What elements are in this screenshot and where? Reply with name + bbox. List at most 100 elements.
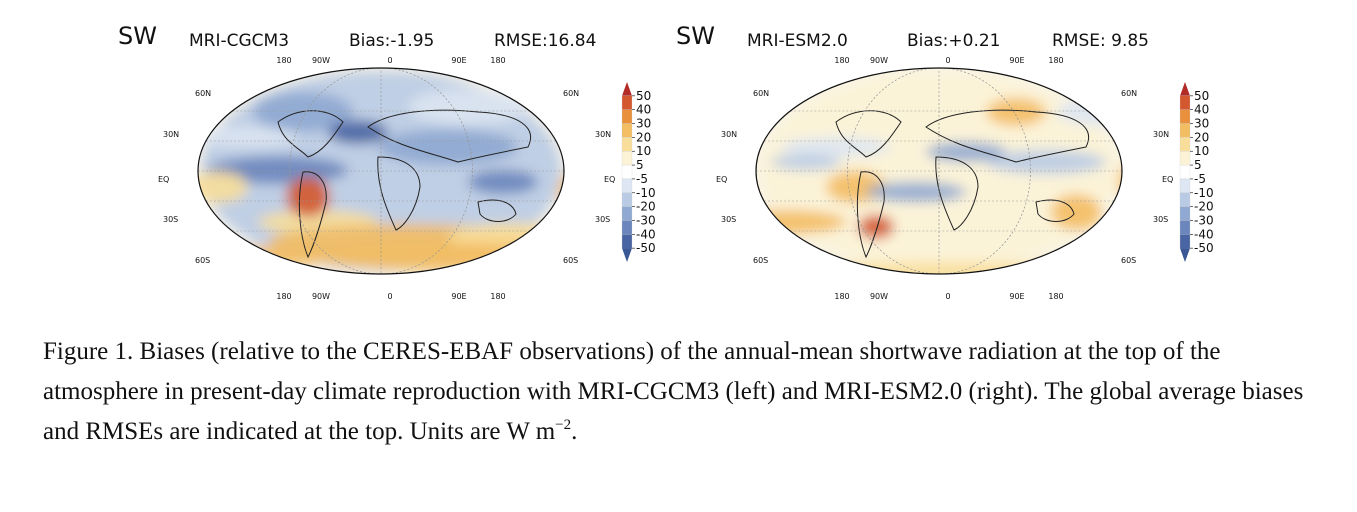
colorbar-cell: [1179, 95, 1191, 110]
coastline: [925, 109, 1089, 163]
bias-region: [1118, 162, 1122, 202]
colorbar-cell: [1179, 206, 1191, 221]
longitude-label: 180: [276, 56, 291, 65]
coastline: [367, 109, 531, 163]
latitude-label: 30S: [1153, 215, 1168, 224]
colorbar-cell: [621, 234, 633, 249]
latitude-label: 60N: [1121, 89, 1137, 98]
colorbar-label: -50: [1194, 241, 1214, 255]
rmse-value: RMSE:16.84: [494, 31, 597, 51]
colorbar-label: -30: [636, 213, 656, 227]
map-border: [197, 67, 565, 275]
colorbar-cell: [1180, 82, 1190, 96]
latitude-label: EQ: [158, 175, 169, 184]
colorbar-label: 10: [1194, 144, 1209, 158]
longitude-label: 0: [387, 56, 392, 65]
bias-region: [1051, 194, 1101, 230]
colorbar-cell: [1179, 178, 1191, 193]
panel-mri-cgcm3: SW MRI-CGCM3 Bias:-1.95 RMSE:16.84 180 18…: [118, 0, 678, 310]
latitude-label: 60N: [563, 89, 579, 98]
bias-region: [286, 177, 330, 217]
bias-region: [776, 262, 1116, 274]
coastline: [377, 156, 421, 231]
latitude-label: 30S: [595, 215, 610, 224]
colorbar-label: -40: [1194, 227, 1214, 241]
colorbar-label: 50: [1194, 89, 1209, 103]
colorbar-label: 40: [1194, 103, 1209, 117]
bias-region: [771, 154, 841, 170]
colorbar-label: 10: [636, 144, 651, 158]
colorbar-label: -50: [636, 241, 656, 255]
longitude-label: 0: [945, 292, 950, 301]
map-border: [755, 67, 1123, 275]
colorbar-label: -40: [636, 227, 656, 241]
colorbar-cell: [1179, 137, 1191, 152]
colorbar-label: 40: [636, 103, 651, 117]
longitude-label: 90W: [312, 292, 330, 301]
longitude-label: 0: [945, 56, 950, 65]
model-name: MRI-ESM2.0: [747, 31, 848, 51]
caption-text: Figure 1. Biases (relative to the CERES-…: [43, 338, 1304, 445]
colorbar-cell: [622, 248, 632, 262]
latitude-label: EQ: [1162, 175, 1173, 184]
colorbar-label: -20: [636, 200, 656, 214]
colorbar-label: 5: [1194, 158, 1202, 172]
longitude-label: 90E: [451, 292, 466, 301]
coastline: [477, 199, 517, 222]
latitude-label: EQ: [716, 175, 727, 184]
latitude-label: 30S: [721, 215, 736, 224]
longitude-label: 90W: [870, 56, 888, 65]
colorbar-cell: [621, 164, 633, 180]
latitude-label: 60S: [563, 256, 578, 265]
bias-region: [208, 247, 328, 267]
colorbar-label: -10: [636, 186, 656, 200]
longitude-label: 90E: [1009, 292, 1024, 301]
bias-region: [328, 120, 388, 144]
colorbar-label: -5: [1194, 172, 1206, 186]
longitude-label: 180: [1048, 56, 1063, 65]
longitude-label: 180: [276, 292, 291, 301]
colorbar-cell: [621, 123, 633, 138]
longitude-label: 180: [834, 292, 849, 301]
bias-region: [1056, 98, 1122, 126]
bias-region: [986, 98, 1046, 126]
bias-map: 180 180 90W 90W 0 0 90E 90E 180 180 60N 60N 30N 30N EQ…: [158, 56, 656, 301]
bias-region: [926, 142, 1006, 162]
bias-field: [756, 68, 1122, 274]
longitude-label: 180: [490, 292, 505, 301]
colorbar-label: -5: [636, 172, 648, 186]
model-name: MRI-CGCM3: [189, 31, 290, 51]
colorbar-cell: [1179, 151, 1191, 166]
colorbar-label: 5: [636, 158, 644, 172]
colorbar-label: -10: [1194, 186, 1214, 200]
bias-region: [468, 170, 538, 194]
bias-map: 180 180 90W 90W 0 0 90E 90E 180 180 60N 60N 30N 30N EQ…: [716, 56, 1214, 301]
latitude-label: 30N: [1153, 130, 1169, 139]
colorbar-label: 30: [636, 117, 651, 131]
bias-region: [781, 137, 891, 157]
longitude-label: 0: [387, 292, 392, 301]
colorbar-label: 50: [636, 89, 651, 103]
bias-region: [858, 215, 894, 239]
longitude-label: 180: [1048, 292, 1063, 301]
latitude-label: 60S: [753, 256, 768, 265]
bias-region: [198, 171, 248, 203]
panel-mri-esm2: SW MRI-ESM2.0 Bias:+0.21 RMSE: 9.85 180 1…: [676, 0, 1236, 310]
coastline: [1035, 199, 1075, 222]
caption-end: .: [571, 418, 578, 445]
bias-region: [208, 156, 348, 184]
latitude-label: 60S: [195, 256, 210, 265]
figure-caption: Figure 1. Biases (relative to the CERES-…: [43, 332, 1313, 452]
latitude-label: 30N: [721, 130, 737, 139]
colorbar-cell: [1179, 109, 1191, 124]
bias-region: [756, 210, 846, 234]
latitude-label: EQ: [604, 175, 615, 184]
colorbar-cell: [1179, 123, 1191, 138]
colorbar-label: -20: [1194, 200, 1214, 214]
longitude-gridline: [847, 68, 1031, 274]
longitude-label: 180: [490, 56, 505, 65]
latitude-label: 30S: [163, 215, 178, 224]
longitude-gridline: [289, 68, 473, 274]
units-exponent: −2: [555, 417, 572, 433]
